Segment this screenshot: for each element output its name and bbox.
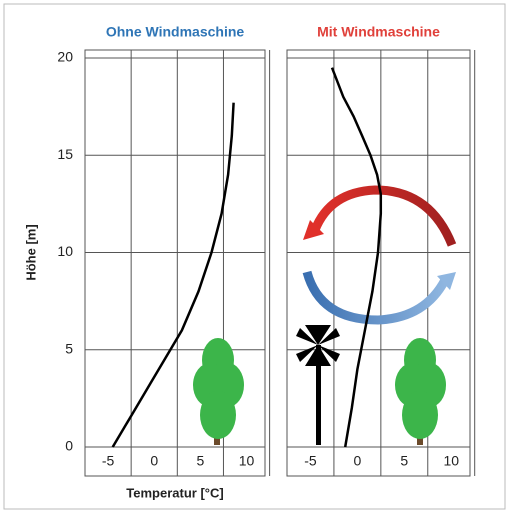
tree bbox=[193, 338, 244, 445]
panel-title: Mit Windmaschine bbox=[317, 24, 440, 40]
y-tick-label: 0 bbox=[65, 438, 73, 454]
circulation-arrows bbox=[302, 185, 457, 325]
panel-title: Ohne Windmaschine bbox=[106, 24, 245, 40]
x-tick-label: 5 bbox=[196, 453, 204, 469]
x-tick-label: 10 bbox=[239, 453, 255, 469]
y-tick-label: 5 bbox=[65, 340, 73, 356]
x-tick-label: -5 bbox=[304, 453, 317, 469]
x-tick-label: 10 bbox=[443, 453, 459, 469]
panel bbox=[84, 49, 266, 477]
y-axis-label: Höhe [m] bbox=[23, 224, 38, 280]
wind-machine bbox=[296, 325, 340, 445]
x-tick-label: -5 bbox=[102, 453, 115, 469]
frame bbox=[3, 3, 506, 510]
y-tick-label: 10 bbox=[57, 243, 73, 259]
panel bbox=[286, 49, 471, 477]
x-tick-label: 0 bbox=[150, 453, 158, 469]
y-tick-label: 20 bbox=[57, 49, 73, 65]
y-tick-label: 15 bbox=[57, 146, 73, 162]
temperature-line bbox=[330, 67, 383, 448]
x-tick-label: 0 bbox=[353, 453, 361, 469]
x-tick-label: 5 bbox=[400, 453, 408, 469]
x-axis-label: Temperatur [°C] bbox=[126, 485, 223, 500]
temperature-line bbox=[111, 102, 235, 448]
tree bbox=[395, 338, 446, 445]
